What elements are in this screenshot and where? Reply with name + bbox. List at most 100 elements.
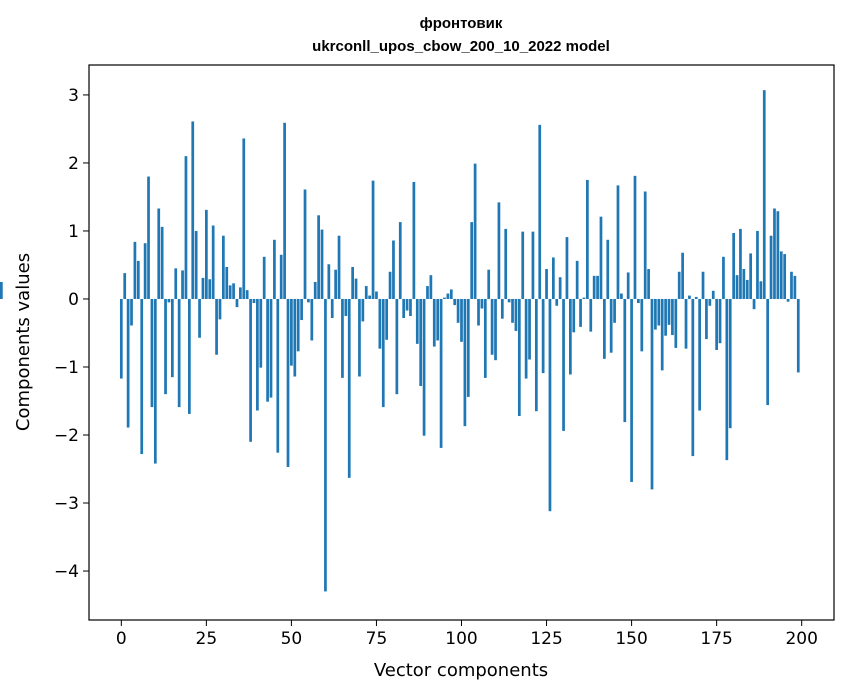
bar-80 <box>392 240 395 299</box>
bar-196 <box>786 298 790 302</box>
bar-110 <box>494 298 497 361</box>
bar-18 <box>181 270 184 299</box>
bar-73 <box>368 295 372 299</box>
bar-105 <box>477 298 480 326</box>
bar-185 <box>749 253 753 299</box>
bar-172 <box>705 298 708 340</box>
bar-177 <box>722 256 725 299</box>
bar-148 <box>623 298 627 423</box>
bar-135 <box>579 298 582 327</box>
bar-109 <box>490 298 494 355</box>
bar-106 <box>480 298 484 309</box>
bar-192 <box>773 208 776 299</box>
bar-134 <box>575 260 579 299</box>
bar-4 <box>133 241 137 299</box>
bar-138 <box>589 298 593 332</box>
bar-124 <box>541 298 545 374</box>
bar-8 <box>147 176 150 299</box>
bar-112 <box>500 298 504 319</box>
bar-94 <box>439 298 443 448</box>
bar-174 <box>711 290 715 299</box>
bar-122 <box>534 298 538 412</box>
bar-10 <box>153 298 157 464</box>
bar-23 <box>198 298 201 338</box>
bar-190 <box>766 298 770 406</box>
bar-46 <box>276 298 280 453</box>
bar-186 <box>752 298 756 310</box>
bar-181 <box>735 275 739 299</box>
bar-52 <box>296 298 300 352</box>
bar-163 <box>674 298 678 348</box>
bar-26 <box>208 279 212 299</box>
bar-144 <box>609 298 613 353</box>
bar-68 <box>351 267 354 299</box>
bar-141 <box>599 216 603 299</box>
bar-127 <box>551 257 555 299</box>
bar-16 <box>174 268 178 299</box>
bar-69 <box>354 278 358 299</box>
bar-42 <box>262 256 266 299</box>
bar-72 <box>364 286 368 299</box>
bar-13 <box>164 298 167 395</box>
bar-128 <box>555 298 559 306</box>
bar-62 <box>330 298 334 319</box>
y-tick-label: 1 <box>68 222 79 242</box>
x-tick-label: 100 <box>445 629 477 649</box>
bar-150 <box>630 298 633 482</box>
bar-37 <box>245 290 249 299</box>
bar-43 <box>266 298 269 402</box>
x-tick-label: 125 <box>530 629 562 649</box>
bar-45 <box>273 239 276 299</box>
bar-132 <box>569 298 572 375</box>
bar-20 <box>187 298 191 414</box>
bar-164 <box>677 271 681 299</box>
bar-167 <box>688 295 691 299</box>
bar-146 <box>616 185 620 299</box>
bar-24 <box>201 277 205 299</box>
x-tick-label: 0 <box>116 629 127 649</box>
bar-101 <box>463 298 467 427</box>
bar-103 <box>470 222 474 299</box>
bar-139 <box>592 275 596 299</box>
bar-100 <box>460 298 463 342</box>
bar-97 <box>449 289 453 299</box>
y-tick-label: −2 <box>54 426 79 446</box>
bar-107 <box>483 298 487 378</box>
bar-199 <box>796 298 800 373</box>
bar-70 <box>358 298 361 377</box>
bar-165 <box>681 252 684 299</box>
bar-98 <box>453 298 457 306</box>
bar-50 <box>290 298 293 366</box>
bar-34 <box>235 298 239 308</box>
bar-113 <box>504 228 508 299</box>
bar-126 <box>548 298 552 512</box>
bar-187 <box>756 230 759 299</box>
y-tick-label: 0 <box>68 290 79 310</box>
bar-55 <box>307 298 310 303</box>
chart-subtitle: ukrconll_upos_cbow_200_10_2022 model <box>312 38 610 55</box>
bar-81 <box>395 298 399 395</box>
bar-118 <box>521 231 525 299</box>
bar-147 <box>620 293 623 299</box>
bar-143 <box>606 239 610 299</box>
bar-178 <box>725 298 729 461</box>
bar-5 <box>136 260 140 299</box>
bar-54 <box>303 189 307 299</box>
bar-65 <box>341 298 344 378</box>
y-tick-label: −1 <box>54 358 79 378</box>
bar-159 <box>660 298 664 371</box>
bar-95 <box>443 297 446 299</box>
bar-184 <box>745 279 749 299</box>
x-tick-label: 25 <box>196 629 218 649</box>
bar-30 <box>222 235 225 299</box>
bar-171 <box>701 271 705 299</box>
bar-153 <box>640 298 644 352</box>
bar-series <box>0 90 800 592</box>
bar-169 <box>694 296 698 299</box>
bar-82 <box>398 222 402 299</box>
bar-131 <box>565 237 569 299</box>
bar-56 <box>310 298 314 341</box>
bar-48 <box>283 122 286 299</box>
bar-83 <box>402 298 406 319</box>
bar-3 <box>130 298 133 326</box>
